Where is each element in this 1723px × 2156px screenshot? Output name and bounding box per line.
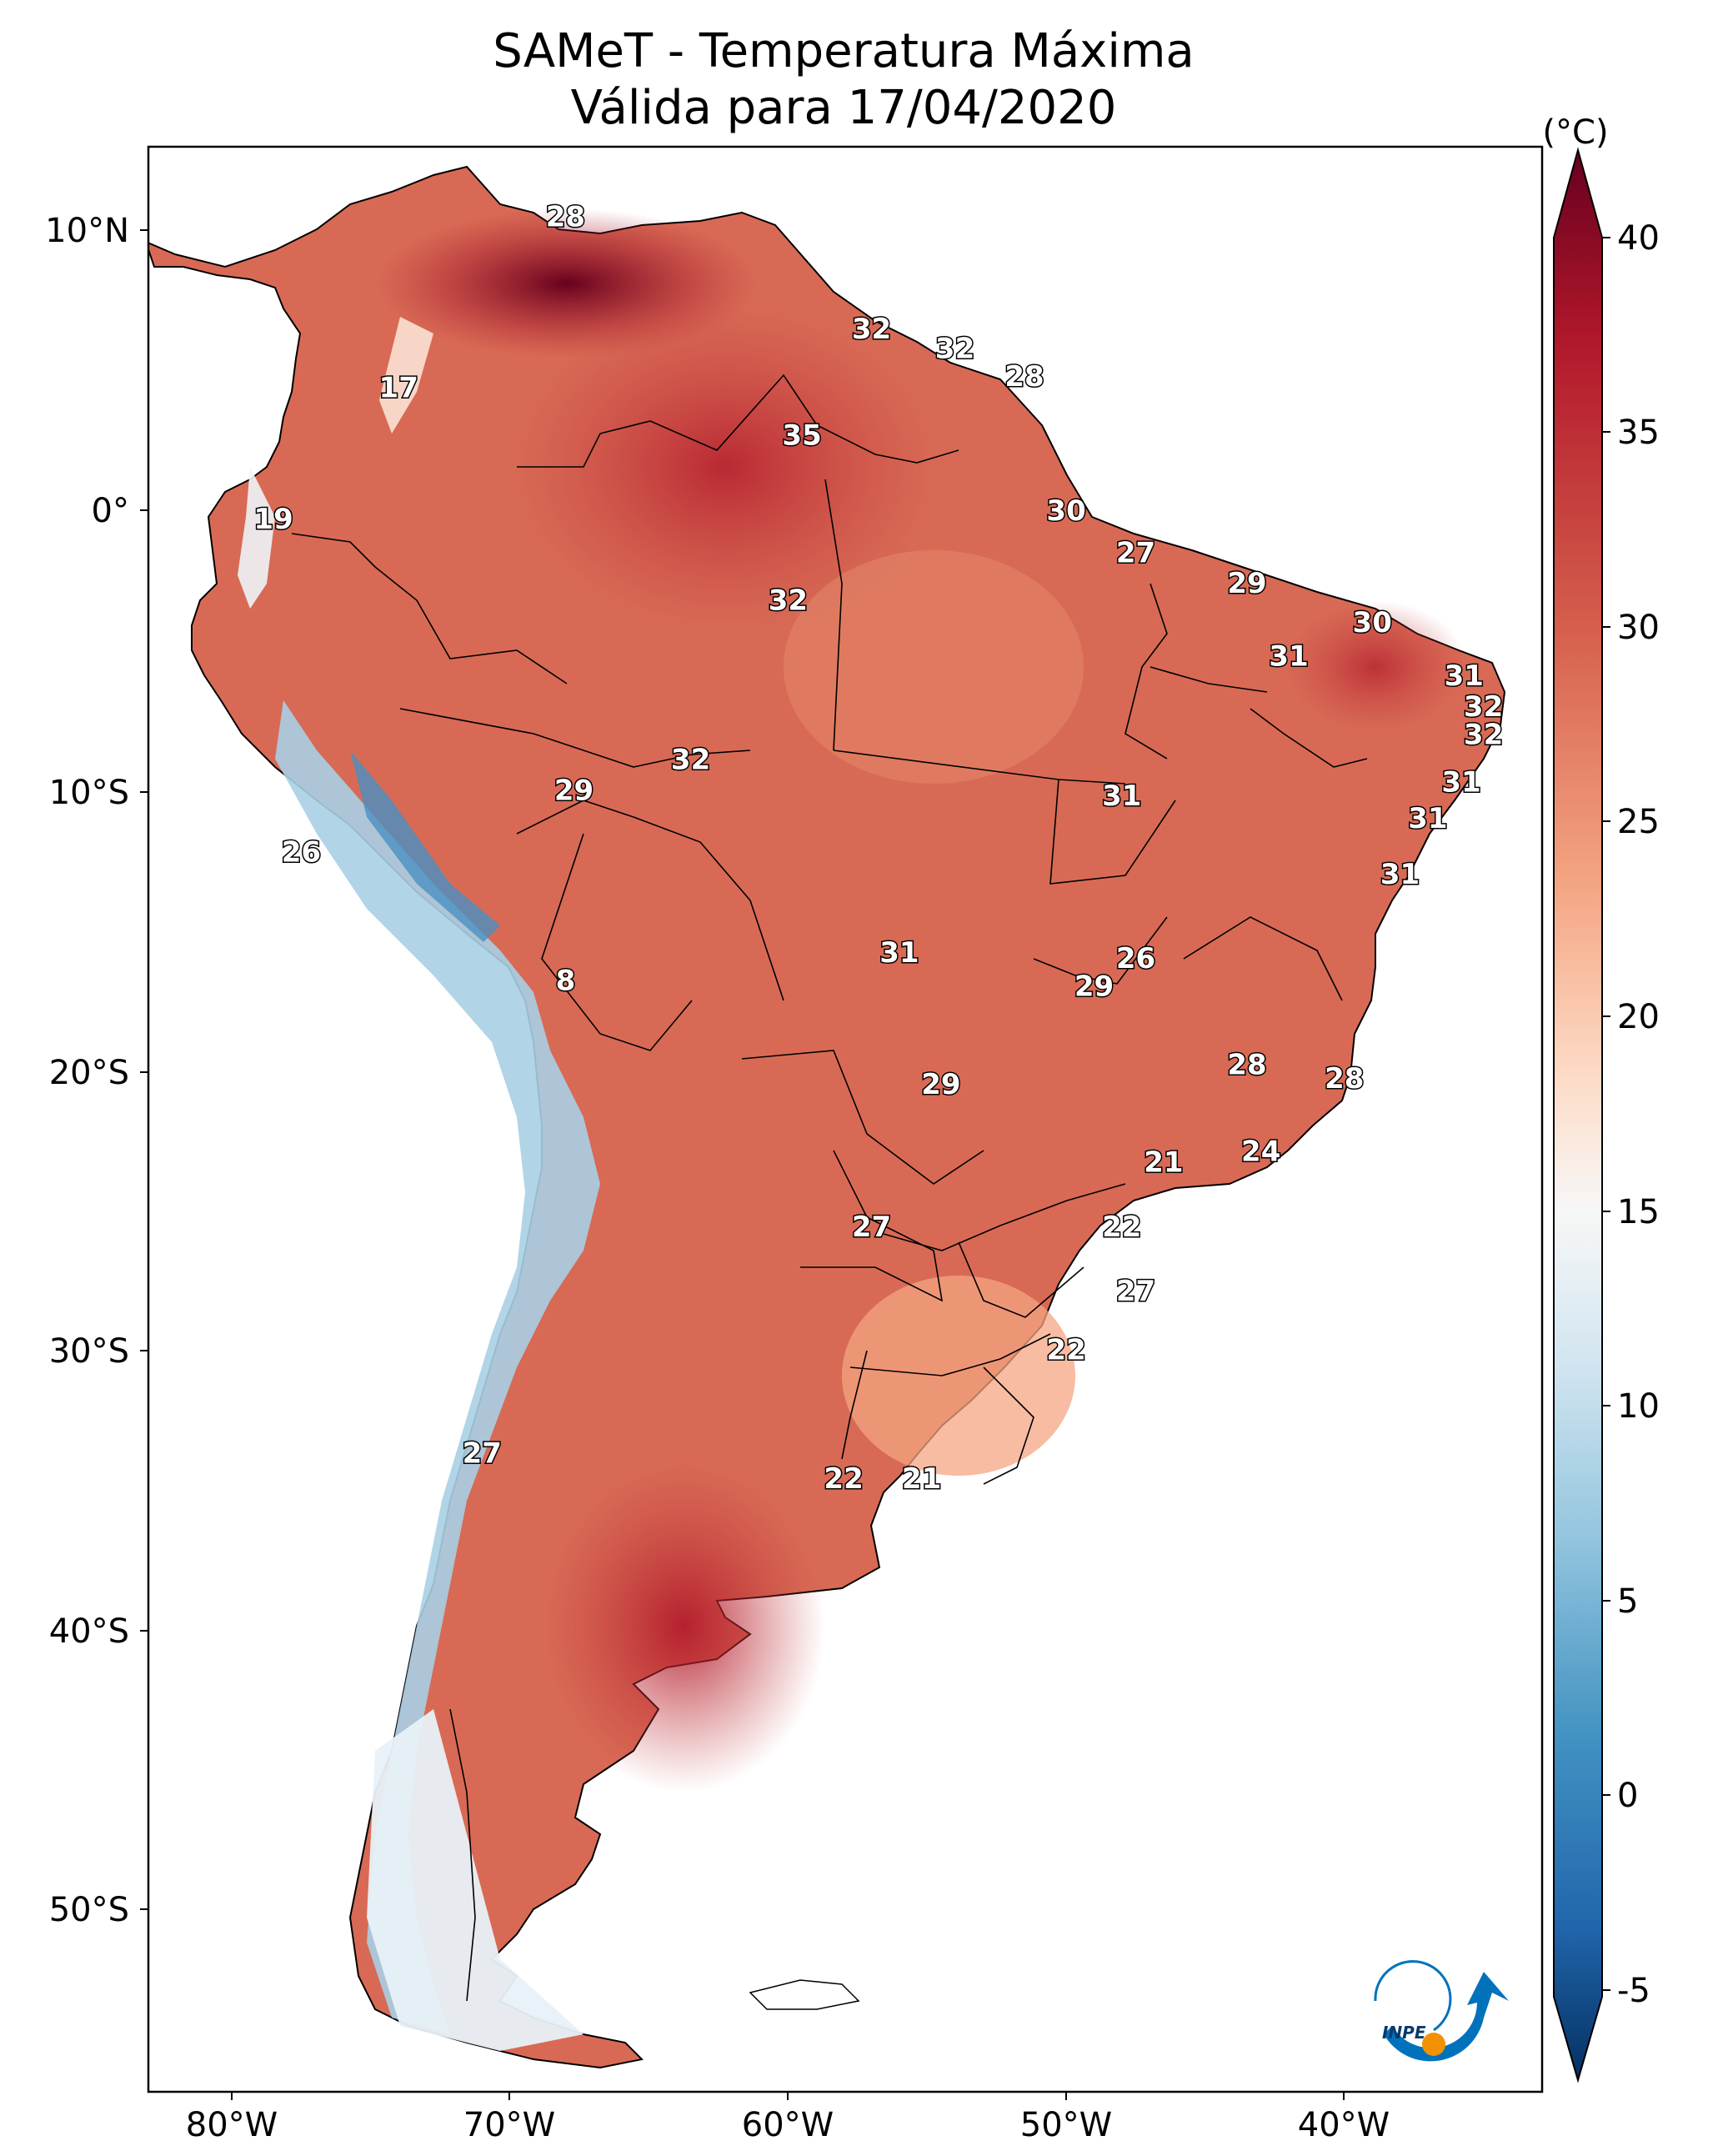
contour-label: 28 bbox=[1004, 360, 1044, 394]
lon-tick-60w: 60°W bbox=[742, 2106, 834, 2144]
colorbar-tick-5: 5 bbox=[1617, 1582, 1638, 1621]
contour-label: 24 bbox=[1241, 1135, 1280, 1168]
lat-axis: 10°N 0° 10°S 20°S 30°S 40°S 50°S bbox=[45, 212, 148, 1929]
contour-label: 32 bbox=[1464, 690, 1503, 724]
lon-tick-80w: 80°W bbox=[186, 2106, 278, 2144]
colorbar-tick-minus5: -5 bbox=[1617, 1972, 1650, 2010]
contour-label: 31 bbox=[1445, 659, 1484, 693]
contour-label: 31 bbox=[1408, 802, 1447, 835]
contour-label: 22 bbox=[824, 1462, 863, 1496]
contour-label: 31 bbox=[1441, 765, 1480, 799]
colorbar-tick-35: 35 bbox=[1617, 414, 1660, 452]
contour-label: 22 bbox=[1102, 1211, 1141, 1244]
lat-tick-20s: 20°S bbox=[49, 1054, 129, 1092]
contour-label: 8 bbox=[556, 965, 576, 998]
colorbar-tick-15: 15 bbox=[1617, 1193, 1660, 1231]
contour-label: 26 bbox=[282, 835, 321, 869]
contour-label: 28 bbox=[1325, 1062, 1364, 1096]
contour-label: 22 bbox=[1046, 1334, 1085, 1367]
lon-tick-40w: 40°W bbox=[1298, 2106, 1390, 2144]
contour-label: 32 bbox=[671, 744, 710, 777]
contour-label: 30 bbox=[1046, 494, 1085, 528]
contour-label: 32 bbox=[769, 584, 808, 617]
logo-sun-icon bbox=[1422, 2033, 1445, 2056]
contour-label: 29 bbox=[554, 775, 594, 808]
contour-label: 31 bbox=[1269, 640, 1308, 674]
contour-label: 31 bbox=[1380, 858, 1420, 891]
contour-label: 32 bbox=[1464, 718, 1503, 751]
colorbar-tick-10: 10 bbox=[1617, 1387, 1660, 1426]
map-title-line2: Válida para 17/04/2020 bbox=[571, 81, 1117, 135]
colorbar-tick-25: 25 bbox=[1617, 803, 1660, 841]
map-title-line1: SAMeT - Temperatura Máxima bbox=[493, 24, 1195, 78]
contour-label: 30 bbox=[1353, 606, 1392, 639]
lat-tick-40s: 40°S bbox=[49, 1612, 129, 1651]
colorbar-gradient bbox=[1553, 147, 1603, 2083]
inpe-logo: INPE bbox=[1374, 1960, 1509, 2062]
contour-label: 28 bbox=[546, 201, 585, 234]
contour-label: 31 bbox=[879, 936, 919, 970]
lon-tick-50w: 50°W bbox=[1020, 2106, 1112, 2144]
logo-ring bbox=[1374, 1960, 1452, 2032]
contour-label: 26 bbox=[1116, 942, 1155, 975]
logo-orbit-arc bbox=[1384, 1972, 1509, 2062]
contour-label: 28 bbox=[1227, 1048, 1266, 1081]
contour-label: 29 bbox=[1074, 970, 1114, 1003]
contour-label: 21 bbox=[902, 1462, 941, 1496]
contour-label: 32 bbox=[852, 313, 891, 346]
contour-label: 27 bbox=[1116, 536, 1155, 569]
lon-axis: 80°W 70°W 60°W 50°W 40°W bbox=[186, 2092, 1390, 2144]
contour-label: 27 bbox=[852, 1211, 891, 1244]
contour-label: 35 bbox=[782, 419, 821, 452]
colorbar-tick-0: 0 bbox=[1617, 1777, 1638, 1815]
colorbar-tick-20: 20 bbox=[1617, 998, 1660, 1036]
lat-tick-0: 0° bbox=[92, 492, 129, 530]
contour-label: 32 bbox=[935, 332, 974, 365]
lat-tick-10s: 10°S bbox=[49, 774, 129, 812]
contour-label: 27 bbox=[1116, 1275, 1155, 1308]
colorbar: (°C) 40 35 30 25 20 15 10 5 0 -5 bbox=[1542, 113, 1660, 2083]
lat-tick-10n: 10°N bbox=[45, 212, 129, 250]
political-borders bbox=[291, 374, 1368, 2002]
contour-label: 29 bbox=[921, 1068, 960, 1101]
colorbar-unit: (°C) bbox=[1542, 113, 1608, 152]
colorbar-tick-40: 40 bbox=[1617, 219, 1660, 258]
contour-label: 19 bbox=[253, 503, 293, 536]
contour-label: 21 bbox=[1144, 1146, 1183, 1180]
colorbar-tick-30: 30 bbox=[1617, 609, 1660, 647]
contour-label: 17 bbox=[379, 371, 418, 404]
logo-text: INPE bbox=[1382, 2023, 1426, 2043]
lat-tick-50s: 50°S bbox=[49, 1891, 129, 1929]
contour-label: 29 bbox=[1227, 567, 1266, 600]
contour-label: 27 bbox=[463, 1437, 502, 1471]
map-frame bbox=[147, 145, 1544, 2093]
andes-cold-band bbox=[275, 700, 600, 2034]
lat-tick-30s: 30°S bbox=[49, 1332, 129, 1371]
contour-label: 31 bbox=[1102, 780, 1141, 813]
lon-tick-70w: 70°W bbox=[463, 2106, 555, 2144]
